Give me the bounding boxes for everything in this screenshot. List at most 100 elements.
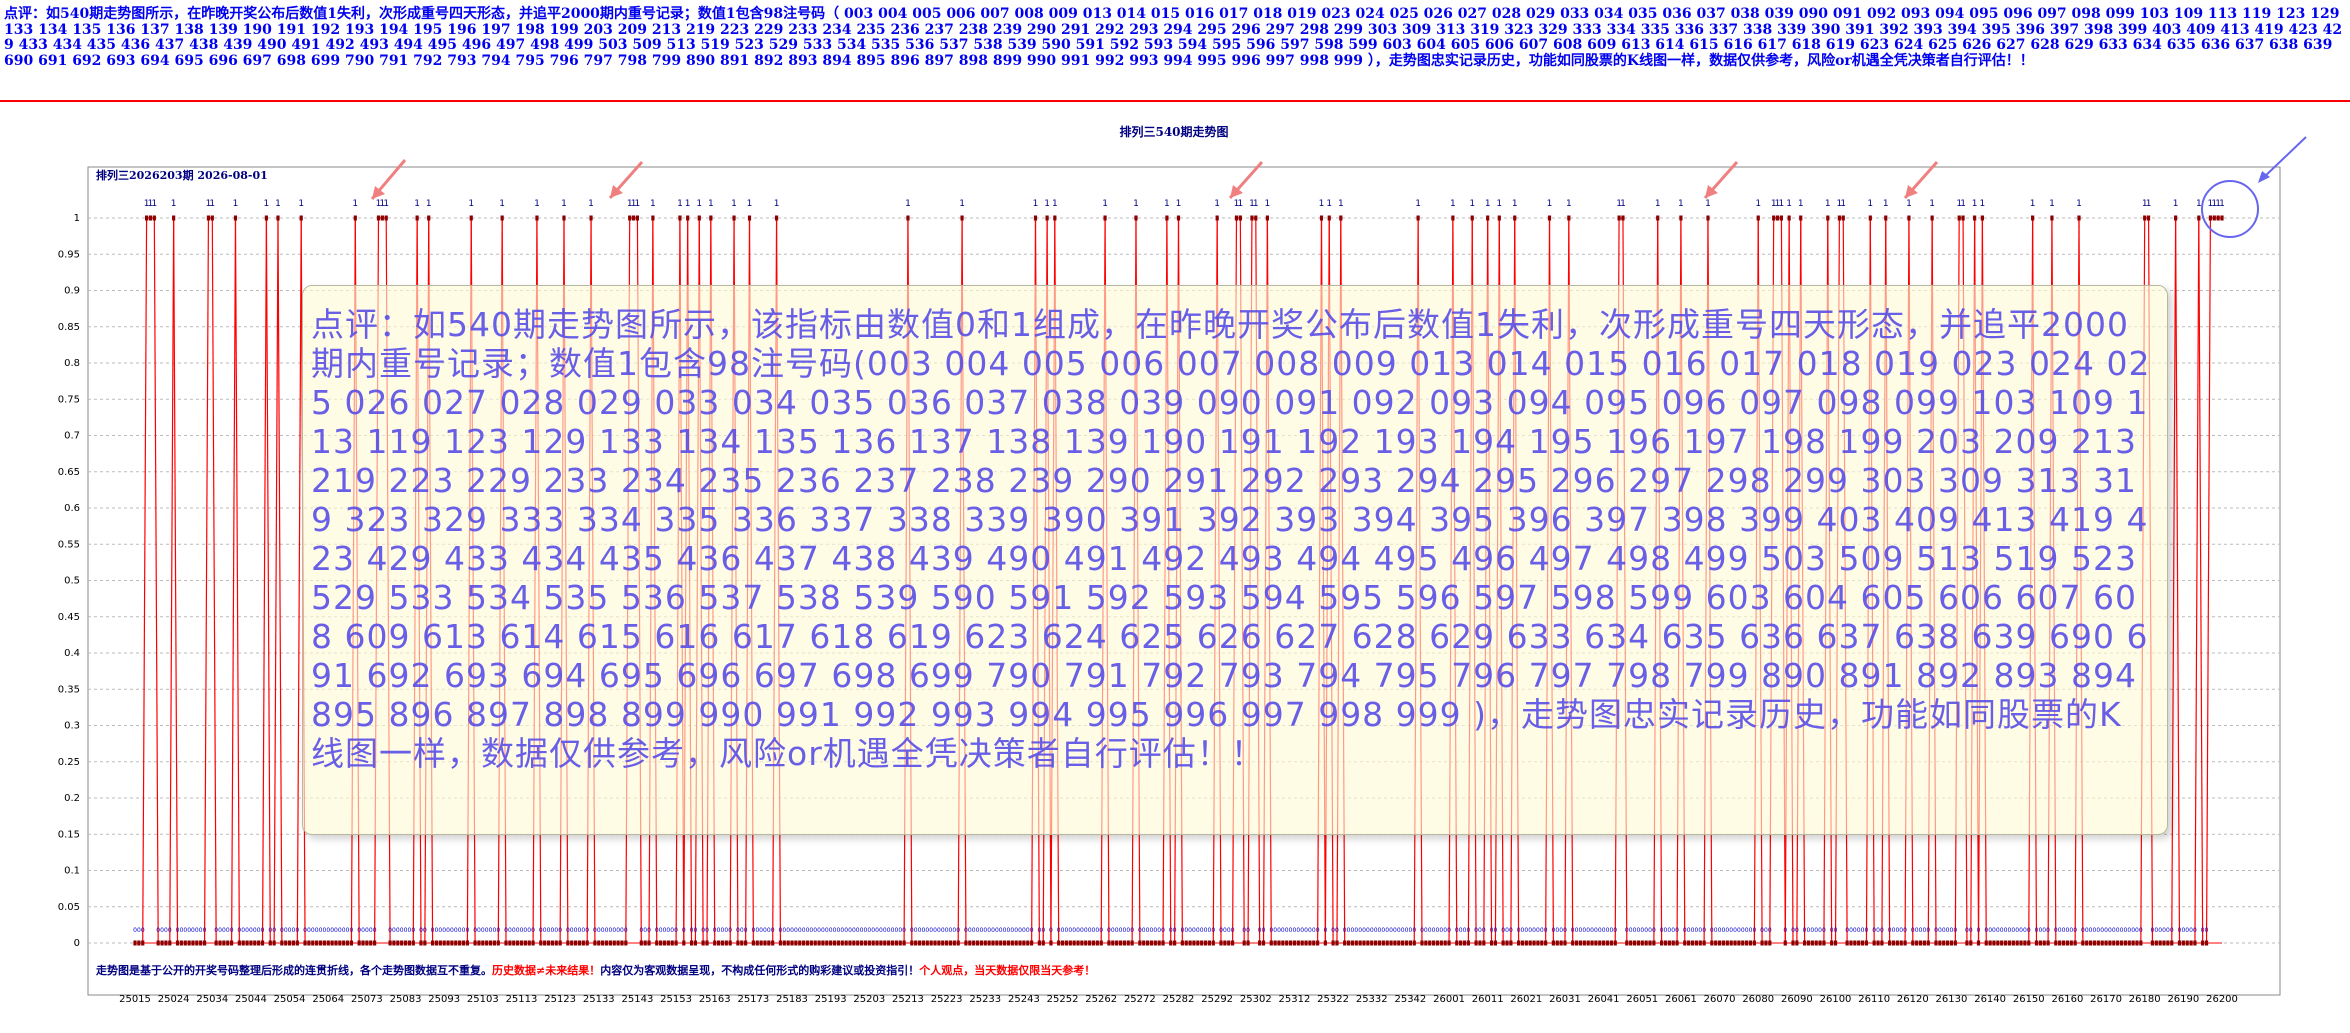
data-point	[1142, 940, 1146, 946]
point-label: 0	[1273, 927, 1277, 934]
data-point	[1474, 940, 1478, 946]
point-label: 0	[1420, 927, 1424, 934]
data-point	[1385, 940, 1389, 946]
data-point	[2088, 940, 2093, 946]
point-label: 0	[1563, 927, 1567, 934]
point-label: 0	[527, 927, 531, 934]
data-point	[257, 940, 261, 946]
point-label: 0	[1718, 927, 1722, 934]
point-label: 0	[338, 927, 342, 934]
point-label: 0	[574, 927, 578, 934]
data-point	[1860, 940, 1865, 946]
point-label: 1	[1779, 199, 1785, 209]
data-point	[2193, 940, 2197, 946]
data-point	[1675, 940, 1679, 946]
data-point	[2061, 940, 2066, 946]
data-point	[655, 940, 659, 946]
data-point	[1292, 940, 1297, 946]
data-point	[1088, 940, 1092, 946]
point-label: 0	[2151, 927, 2155, 934]
point-label: 0	[2042, 927, 2046, 934]
data-point	[2065, 940, 2070, 946]
point-label: 0	[1575, 927, 1579, 934]
data-point	[187, 940, 191, 946]
point-label: 0	[802, 927, 806, 934]
data-point	[1304, 940, 1308, 946]
data-point	[272, 940, 276, 946]
point-label: 0	[1810, 927, 1814, 934]
point-label: 0	[249, 927, 253, 934]
point-label: 0	[701, 927, 705, 934]
data-point	[836, 940, 840, 946]
data-point	[330, 940, 334, 946]
point-label: 0	[2073, 927, 2077, 934]
point-label: 1	[1883, 199, 1889, 209]
point-label: 0	[1559, 927, 1563, 934]
pointer-arrowhead	[610, 185, 623, 198]
point-label: 0	[2100, 927, 2104, 934]
point-label: 0	[1926, 927, 1930, 934]
data-point	[566, 940, 570, 946]
data-point	[249, 940, 253, 946]
point-label: 0	[2127, 927, 2131, 934]
point-label: 0	[1845, 927, 1849, 934]
data-point	[1698, 940, 1702, 946]
data-point	[1590, 940, 1594, 946]
point-label: 0	[2154, 927, 2158, 934]
data-point	[871, 940, 875, 946]
data-point	[1451, 215, 1455, 221]
data-point	[1934, 940, 1938, 946]
data-point	[2208, 215, 2213, 221]
data-point	[1072, 940, 1076, 946]
point-label: 0	[288, 927, 292, 934]
data-point	[2034, 940, 2039, 946]
point-label: 1	[1512, 199, 1518, 209]
data-point	[233, 215, 238, 221]
point-label: 0	[620, 927, 624, 934]
data-point	[1884, 215, 1888, 221]
point-label: 0	[1095, 927, 1099, 934]
highlight-arrow	[2261, 136, 2307, 180]
xtick-label: 25073	[351, 994, 383, 1005]
xtick-label: 25015	[119, 994, 151, 1005]
data-point	[1945, 940, 1950, 946]
point-label: 0	[593, 927, 597, 934]
data-point	[805, 940, 810, 946]
xtick-label: 25332	[1356, 994, 1388, 1005]
point-label: 0	[1184, 927, 1188, 934]
data-point	[1520, 940, 1525, 946]
point-label: 0	[1304, 927, 1308, 934]
point-label: 1	[264, 199, 270, 209]
data-point	[1200, 940, 1204, 946]
xtick-label: 25342	[1394, 994, 1426, 1005]
point-label: 0	[1443, 927, 1447, 934]
data-point	[1497, 215, 1501, 221]
point-label: 0	[523, 927, 527, 934]
data-point	[1613, 940, 1617, 946]
data-point	[1470, 215, 1474, 221]
point-label: 0	[1528, 927, 1532, 934]
point-label: 0	[1246, 927, 1250, 934]
point-label: 0	[1041, 927, 1045, 934]
point-label: 0	[1169, 927, 1173, 934]
data-point	[1389, 940, 1393, 946]
xtick-label: 25233	[969, 994, 1001, 1005]
point-label: 0	[1312, 927, 1316, 934]
point-label: 1	[588, 199, 594, 209]
point-label: 0	[693, 927, 697, 934]
point-label: 0	[1378, 927, 1382, 934]
xtick-label: 25252	[1047, 994, 1079, 1005]
point-label: 0	[1049, 927, 1053, 934]
xtick-label: 25223	[931, 994, 963, 1005]
point-label: 0	[1992, 927, 1996, 934]
data-point	[821, 940, 825, 946]
point-label: 0	[1919, 927, 1923, 934]
data-point	[450, 940, 454, 946]
point-label: 0	[1988, 927, 1992, 934]
data-point	[2000, 940, 2004, 946]
data-point	[628, 215, 632, 221]
point-label: 0	[1459, 927, 1463, 934]
point-label: 0	[388, 927, 392, 934]
data-point	[516, 940, 520, 946]
point-label: 0	[1331, 927, 1335, 934]
